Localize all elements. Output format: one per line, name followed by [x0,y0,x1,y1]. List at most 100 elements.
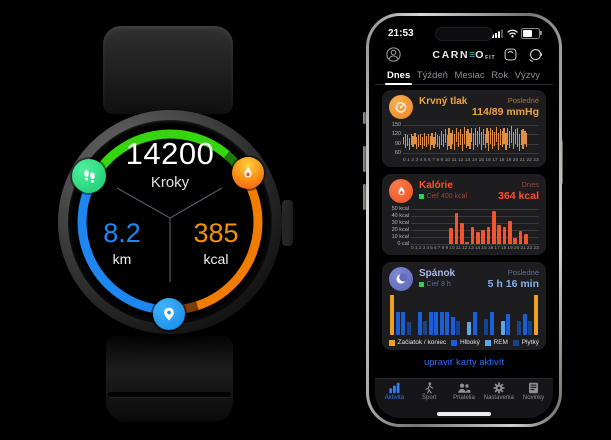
sleep-card[interactable]: Spánok Cieľ 8 h Posledné 5 h 16 min [382,262,546,350]
watch-strap-keeper [108,392,231,397]
phone-mute-switch [363,112,366,124]
bp-chart: 150 120 90 60 [389,122,539,156]
watch-distance-value: 8.2 [103,218,141,248]
sleep-moon-icon [389,267,413,291]
tab-mesiac[interactable]: Mesiac [454,70,485,81]
logo-left: CARN [432,48,470,61]
tab-tyzden[interactable]: Týždeň [416,70,448,81]
tabbar-aktivita[interactable]: Aktivita [377,382,412,413]
watch-strap-bottom [106,336,233,422]
watch-calories-value: 385 [193,218,239,248]
device-sync-icon[interactable] [528,48,542,62]
watch-face: 14200 Kroky 8.2 km 385 kcal [58,110,282,334]
bp-x-axis: 0 1 2 3 4 5 6 7 8 9 10 11 12 13 14 15 16 17 18 19 20 21 22 23 [403,158,539,163]
header-icons [504,48,542,62]
sleep-chart [389,295,539,335]
sleep-duration-value: 5 h 16 min [487,278,539,290]
tab-vyzvy[interactable]: Výzvy [514,70,540,81]
sleep-card-header: Spánok Cieľ 8 h Posledné 5 h 16 min [389,267,539,291]
cellular-signal-icon [492,29,503,38]
calories-period-label: Dnes [521,180,539,189]
gear-icon [493,382,505,394]
tabbar-novinky[interactable]: Novinky [516,382,551,413]
legend-square-deep [451,339,458,346]
activity-cards: Krvný tlak Posledné 114/89 mmHg 150 120 90… [375,85,553,368]
home-indicator[interactable] [437,412,491,416]
calories-total-value: 364 kcal [498,190,539,202]
period-tabs: Dnes Týždeň Mesiac Rok Výzvy [375,66,553,85]
logo-e-glyph: ≡ [469,48,476,61]
watch-calories-unit: kcal [203,251,229,267]
news-icon [529,382,539,394]
activity-bars-icon [389,382,400,394]
runner-icon [425,382,434,394]
carneo-logo: CARN≡OFIT [375,49,553,61]
calories-card-title: Kalórie [419,180,453,191]
phone-volume-down-button [363,184,366,210]
legend-rem: REM [485,339,508,346]
steps-badge [72,159,106,193]
friends-icon [458,383,471,393]
legend-light: Plytký [513,339,539,346]
calories-flame-icon [389,179,413,203]
watch-steps-value: 14200 [125,136,215,171]
bp-period-label: Posledné [507,96,539,105]
phone-bezel: 21:53 [369,16,559,424]
blood-pressure-card[interactable]: Krvný tlak Posledné 114/89 mmHg 150 120 90… [382,90,546,167]
legend-square-start [389,339,395,346]
location-pin-icon [164,307,174,321]
dynamic-island [435,27,493,41]
bp-card-title: Krvný tlak [419,96,468,107]
tab-rok[interactable]: Rok [491,70,509,81]
calories-badge [232,157,264,189]
sleep-goal: Cieľ 8 h [419,281,455,288]
tabbar-priatelia[interactable]: Priatelia [447,382,482,413]
tabbar-sport[interactable]: Šport [412,382,447,413]
tabbar-nastavenia[interactable]: Nastavenia [481,382,516,413]
app-header: CARN≡OFIT [375,43,553,66]
legend-square-light [513,339,520,346]
bp-y-axis: 150 120 90 60 [391,122,401,156]
goal-square-icon [419,282,424,287]
calories-plot [411,206,539,245]
edit-activity-cards-link[interactable]: upraviť karty aktivít [423,357,505,368]
battery-icon [521,28,542,39]
legend-square-rem [485,339,491,346]
sleep-legend: Začiatok / koniec Hlboký REM Plytký [389,339,539,346]
goal-square-icon [419,194,424,199]
phone-frame: 21:53 [366,13,562,427]
bottom-tab-bar: Aktivita Šport Priatel [375,378,553,418]
status-bar: 21:53 [375,22,553,43]
phone-volume-up-button [363,146,366,172]
blood-pressure-icon [389,95,413,119]
status-time: 21:53 [388,28,414,39]
calories-y-axis: 50 kcal 40 kcal 30 kcal 20 kcal 10 kcal 0 cal [391,206,409,247]
phone-screen: 21:53 [375,22,553,418]
bp-latest-value: 114/89 mmHg [471,106,539,118]
calories-goal-label: Cieľ 400 kcal [426,193,468,200]
distance-badge [153,298,185,330]
footprints-icon [83,169,95,183]
bp-plot [403,122,539,156]
weight-scale-icon[interactable] [504,48,517,61]
sleep-goal-label: Cieľ 8 h [426,281,451,288]
calories-chart: 50 kcal 40 kcal 30 kcal 20 kcal 10 kcal 0 cal [389,206,539,247]
sleep-period-label: Posledné [507,268,539,277]
watch-distance-unit: km [112,251,132,267]
profile-icon[interactable] [386,47,401,62]
legend-deep: Hlboký [451,339,480,346]
logo-fit: FIT [485,54,496,61]
status-icons [492,28,542,39]
calories-goal: Cieľ 400 kcal [419,193,467,200]
calories-card[interactable]: Kalórie Cieľ 400 kcal Dnes 364 kcal [382,174,546,255]
sleep-card-title: Spánok [419,268,456,279]
wifi-icon [507,29,518,38]
legend-start-end: Začiatok / koniec [389,339,446,346]
calories-card-header: Kalórie Cieľ 400 kcal Dnes 364 kcal [389,179,539,203]
bp-card-header: Krvný tlak Posledné 114/89 mmHg [389,95,539,119]
logo-right: O [475,48,486,61]
watch-steps-label: Kroky [150,174,190,191]
tab-dnes[interactable]: Dnes [384,70,413,85]
calories-x-axis: 0 1 2 3 4 5 6 7 8 9 10 11 12 13 14 15 16 17 18 19 20 21 22 23 [411,246,539,251]
